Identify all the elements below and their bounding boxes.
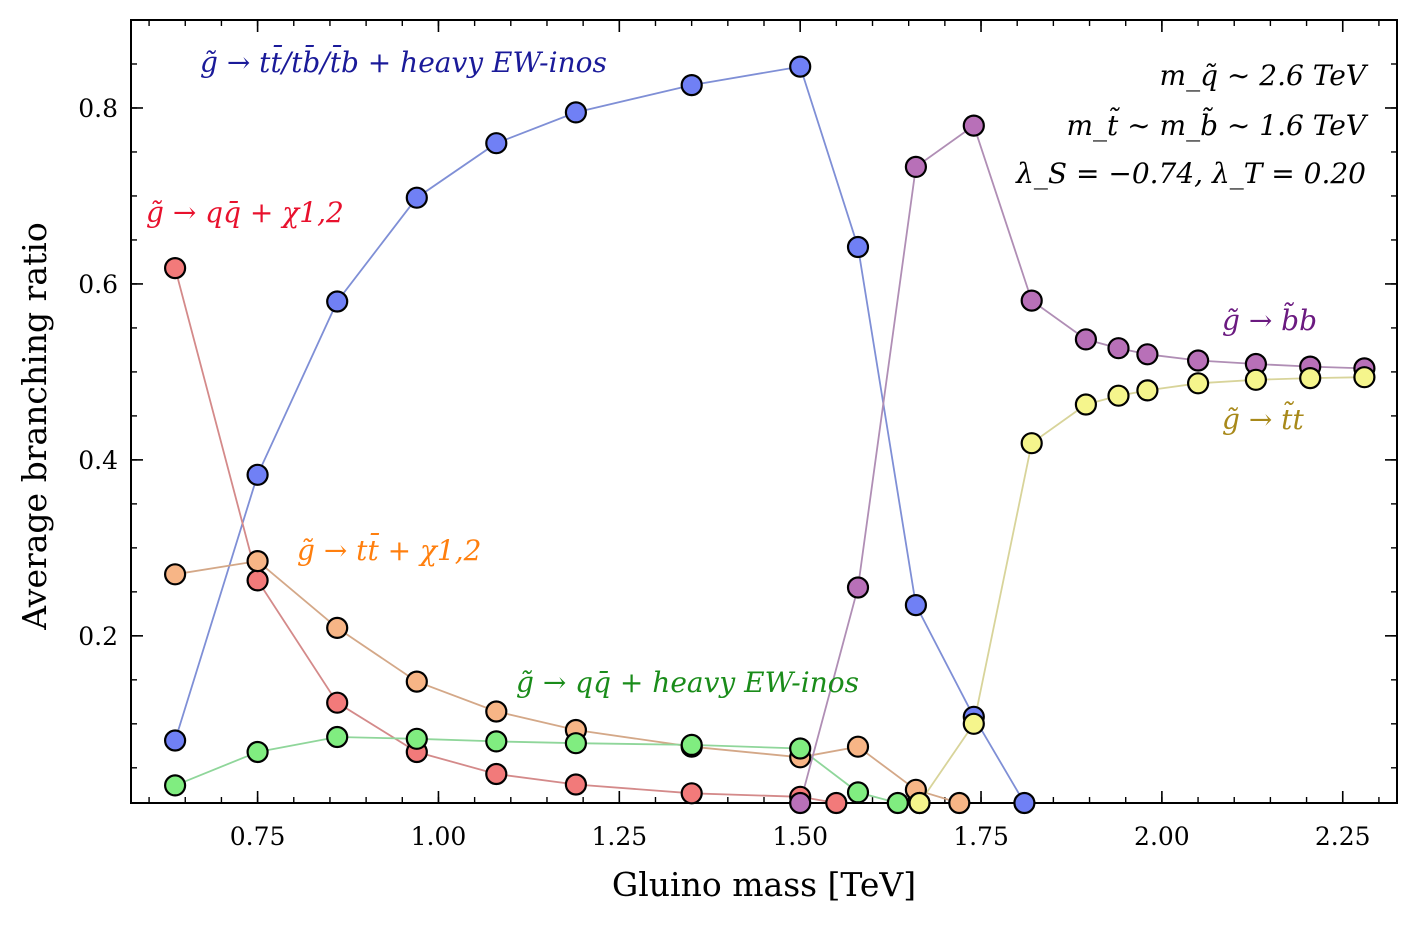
series-0-point-7: [789, 55, 812, 78]
series-3-point-3: [405, 727, 428, 750]
series-1-point-4: [485, 762, 508, 786]
annotation-gluino-to-tt-chi12: g̃ → tt̄ + χ1,2: [297, 532, 481, 567]
series-4-point-4: [1020, 289, 1043, 312]
y-tick-label: 0.8: [78, 94, 118, 123]
series-line-5: [918, 376, 1365, 804]
series-line-0: [174, 65, 1026, 804]
series-0-point-0: [164, 729, 187, 752]
x-tick-label: 1.00: [411, 822, 467, 851]
series-line-1: [174, 267, 837, 804]
series-3-point-0: [164, 774, 187, 797]
param-lambda-values: λ_S = −0.74, λ_T = 0.20: [1015, 157, 1366, 190]
y-tick-label: 0.2: [78, 622, 118, 651]
series-2-point-2: [326, 616, 349, 640]
series-5-point-5: [1136, 379, 1159, 402]
axes-frame-layer: 0.75 1.00 1.25 1.50 1.75 2.00 2.25 0.2 0.4 0.6 0.8: [78, 19, 1398, 851]
series-4-point-2: [904, 155, 928, 178]
series-2-point-0: [164, 563, 187, 586]
series-5-point-2: [1020, 432, 1043, 455]
series-2-point-1: [246, 549, 269, 573]
x-tick-label: 0.75: [230, 822, 286, 851]
series-3-point-7: [789, 737, 812, 760]
y-tick-label: 0.4: [78, 446, 118, 475]
series-5-point-0: [908, 791, 931, 815]
x-tick-label: 1.50: [772, 822, 828, 851]
series-3-point-8: [846, 781, 870, 804]
series-4-point-6: [1107, 337, 1130, 360]
series-0-point-9: [904, 593, 928, 617]
series-4-point-7: [1136, 343, 1159, 366]
series-2-point-10: [948, 791, 971, 815]
series-5-point-7: [1244, 368, 1268, 391]
param-squark-mass: m_q̃ ∼ 2.6 TeV: [1160, 59, 1369, 92]
series-4-point-8: [1186, 349, 1210, 372]
series-0-point-3: [405, 186, 428, 209]
series-0-point-2: [326, 290, 349, 313]
x-tick-label: 2.25: [1315, 822, 1371, 851]
series-3-point-6: [680, 733, 703, 757]
series-5-point-1: [962, 712, 985, 735]
x-tick-label: 1.25: [591, 822, 647, 851]
series-4-point-1: [846, 576, 870, 599]
series-4-point-3: [962, 114, 985, 137]
series-0-point-6: [680, 73, 703, 97]
series-5-point-8: [1299, 367, 1322, 390]
series-3-point-1: [246, 740, 269, 764]
series-1-point-1: [246, 569, 269, 592]
series-0-point-5: [564, 101, 588, 124]
series-0-point-11: [1013, 791, 1036, 815]
annotation-gluino-to-tops-heavy-ewinos: g̃ → tt̄/tb̄/t̄b + heavy EW-inos: [200, 44, 607, 79]
series-2-point-4: [485, 700, 508, 723]
series-4-point-0: [789, 791, 812, 815]
series-5-point-4: [1107, 384, 1130, 407]
series-0-point-4: [485, 132, 508, 155]
x-tick-label: 1.75: [953, 822, 1009, 851]
series-5-point-6: [1186, 372, 1210, 395]
series-1-point-8: [825, 791, 848, 815]
series-1-point-5: [564, 773, 588, 796]
y-axis-title: Average branching ratio: [15, 222, 54, 630]
annotation-gluino-to-qq-heavy-ewinos: g̃ → qq̄ + heavy EW-inos: [516, 666, 859, 699]
x-axis-title: Gluino mass [TeV]: [612, 865, 916, 904]
series-2-point-8: [846, 735, 870, 758]
annotation-gluino-to-qq-chi12: g̃ → qq̄ + χ1,2: [146, 196, 344, 229]
series-line-4: [799, 124, 1365, 804]
series-3-point-4: [485, 730, 508, 753]
series-3-point-9: [886, 791, 909, 815]
series-points-layer: [164, 55, 1376, 815]
labels-layer: Gluino mass [TeV] Average branching rati…: [15, 44, 1369, 904]
series-1-point-6: [680, 782, 703, 805]
series-1-point-2: [326, 691, 349, 714]
annotation-gluino-to-sbottom-b: g̃ → b̃b: [1222, 302, 1317, 337]
series-1-point-0: [164, 257, 187, 280]
param-stop-sbottom-mass: m_t̃ ∼ m_b̃ ∼ 1.6 TeV: [1066, 107, 1368, 142]
series-5-point-3: [1074, 393, 1098, 416]
series-3-point-2: [326, 725, 349, 749]
series-0-point-1: [246, 463, 269, 486]
series-3-point-5: [564, 732, 588, 755]
series-4-point-5: [1074, 328, 1098, 351]
annotation-gluino-to-stop-t: g̃ → t̃t: [1222, 401, 1304, 436]
series-5-point-9: [1353, 366, 1376, 389]
y-tick-label: 0.6: [78, 270, 118, 299]
x-tick-label: 2.00: [1134, 822, 1190, 851]
series-2-point-3: [405, 670, 428, 693]
series-0-point-8: [846, 235, 870, 259]
